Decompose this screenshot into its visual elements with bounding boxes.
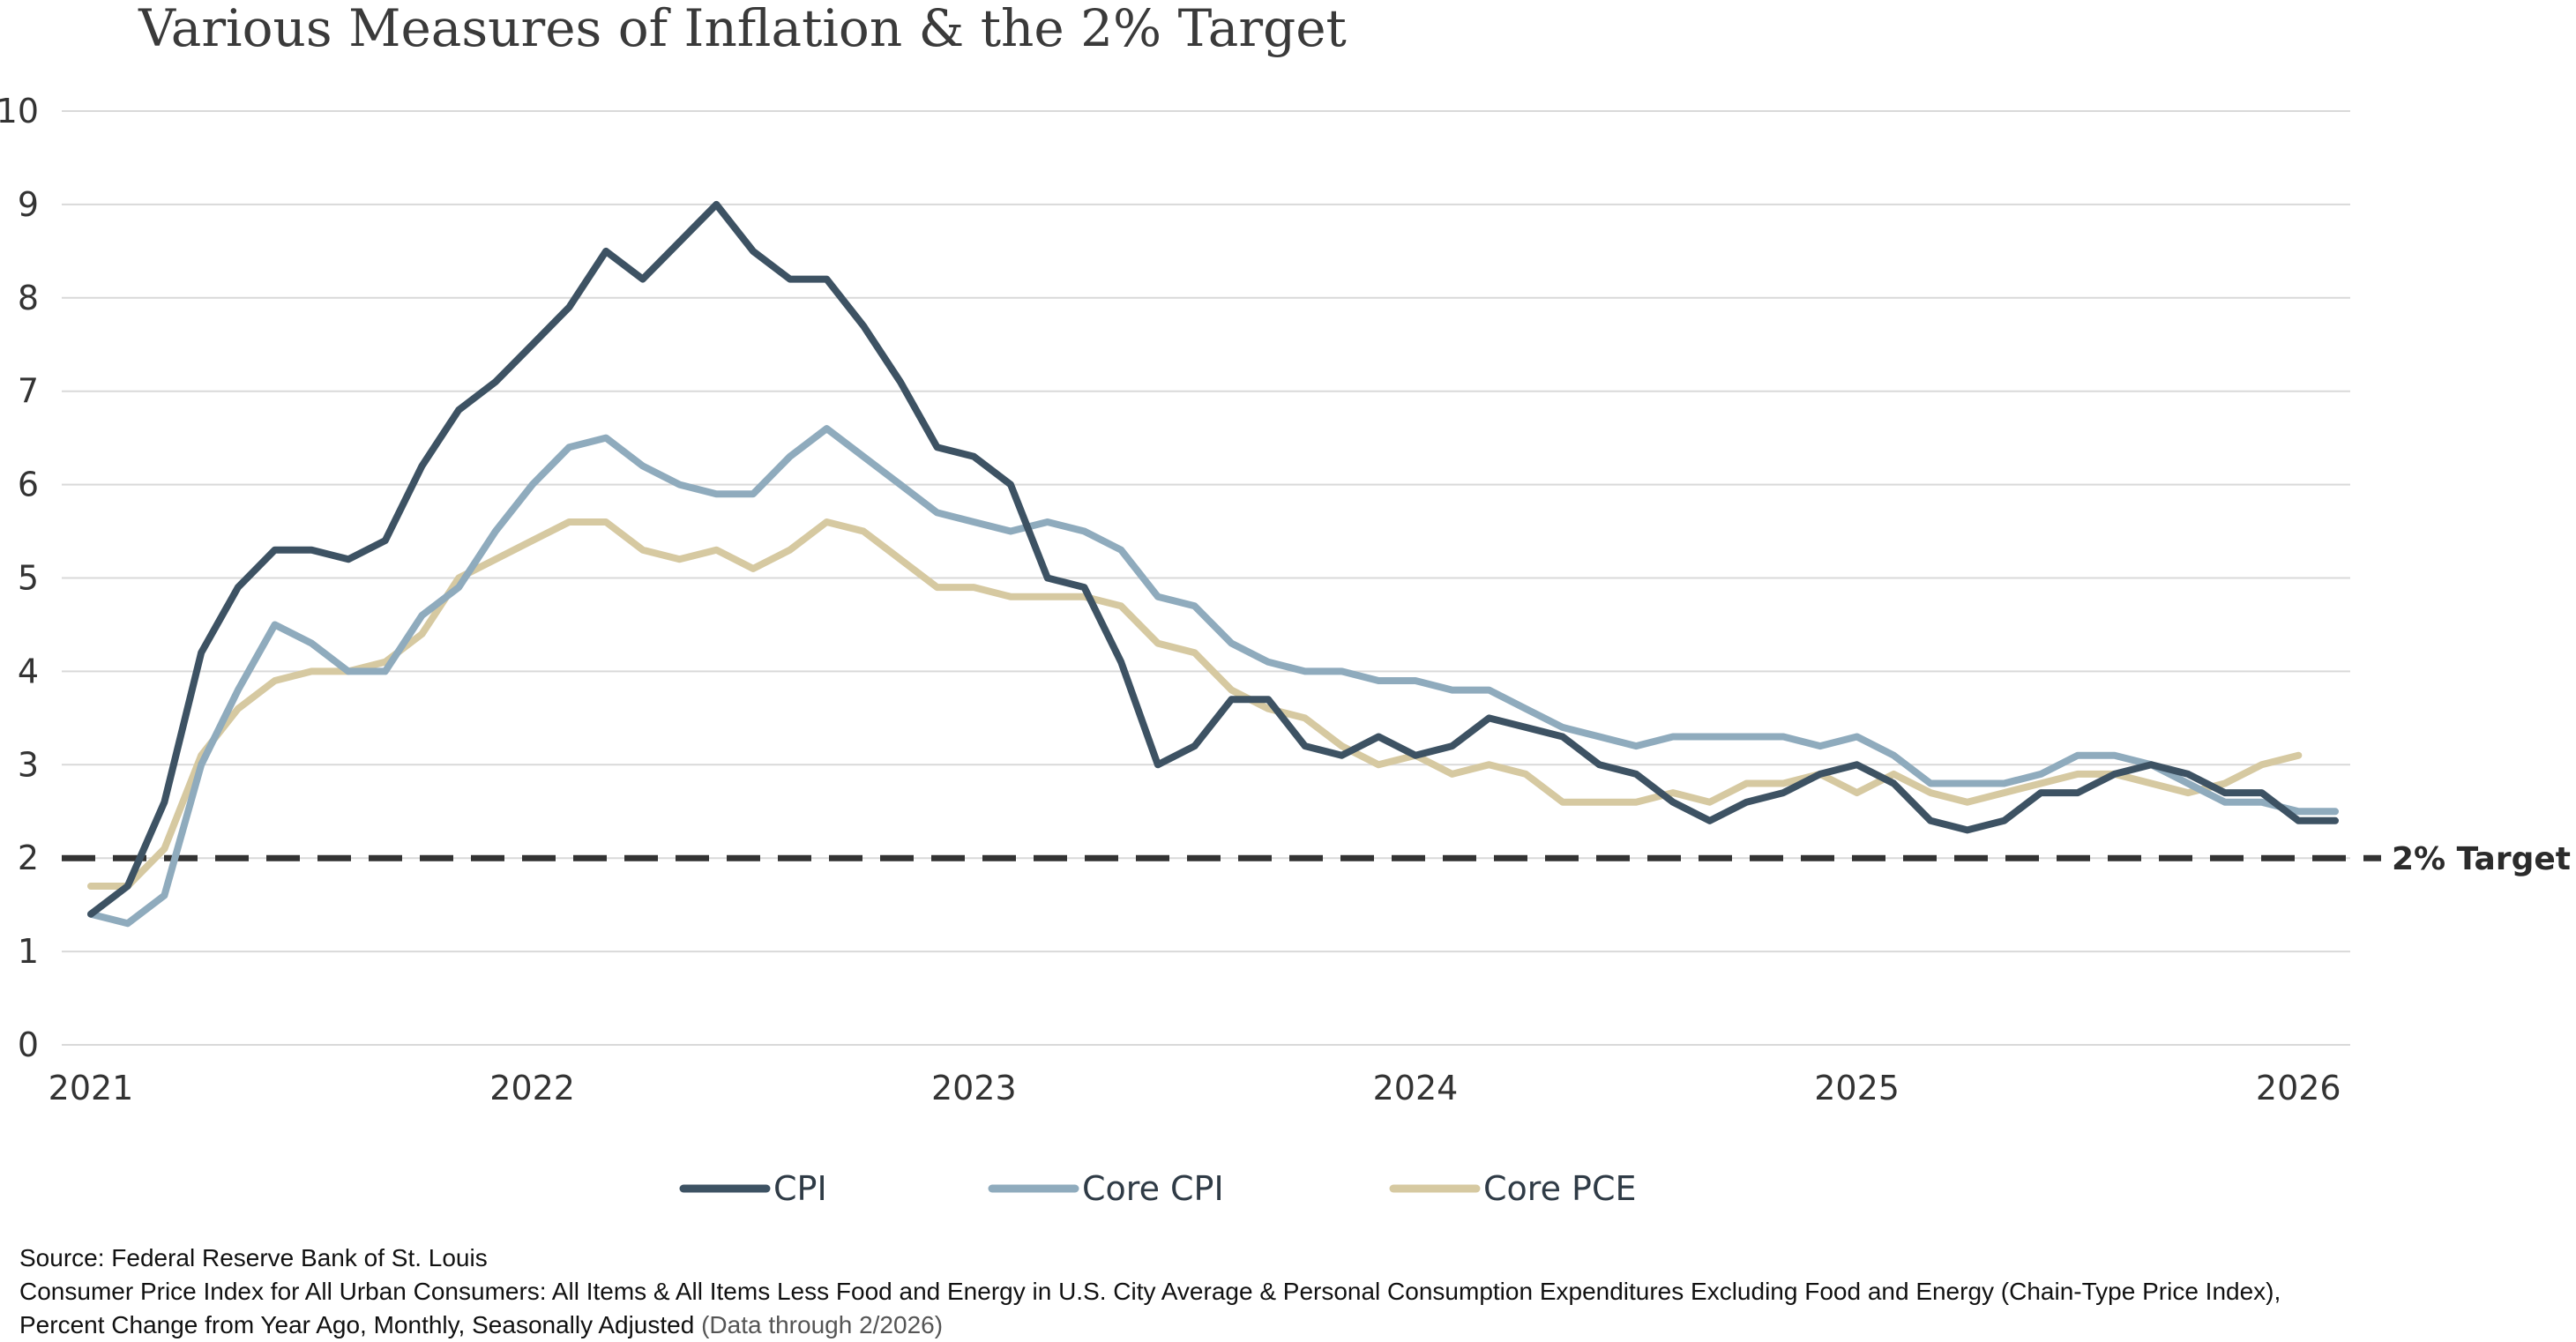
y-tick-label: 6 [18,466,39,504]
gridlines [62,110,2350,1046]
y-tick-label: 5 [18,559,39,598]
source-note: Source: Federal Reserve Bank of St. Loui… [19,1244,488,1271]
x-tick-label: 2021 [49,1069,134,1107]
x-tick-label: 2025 [1814,1069,1900,1107]
series-line-core-pce [87,518,2303,890]
description-text: Consumer Price Index for All Urban Consu… [19,1278,2281,1338]
y-tick-label: 7 [18,372,39,411]
series-description: Consumer Price Index for All Urban Consu… [19,1275,2365,1342]
y-tick-label: 10 [0,92,39,130]
series-line-cpi [87,200,2339,918]
data-through-note: (Data through 2/2026) [701,1311,944,1338]
y-tick-label: 4 [18,652,39,690]
legend-label-core-cpi: Core CPI [1082,1169,1224,1208]
y-tick-label: 2 [18,839,39,877]
series-line-core-cpi [87,425,2339,928]
legend: CPI Core CPI Core PCE [679,1169,1637,1208]
chart-footer: Source: Federal Reserve Bank of St. Loui… [19,1241,2365,1342]
y-tick-label: 1 [18,932,39,971]
legend-label-cpi: CPI [773,1169,827,1208]
y-tick-label: 9 [18,185,39,224]
y-tick-label: 0 [18,1025,39,1064]
x-tick-label: 2022 [489,1069,575,1107]
y-tick-label: 8 [18,279,39,317]
y-axis-tick-labels: 0 1 2 3 4 5 6 7 8 9 10 [0,92,39,1064]
x-tick-label: 2026 [2256,1069,2341,1107]
y-tick-label: 3 [18,745,39,784]
target-label: 2% Target [2392,841,2571,877]
target-line-group: 2% Target [62,841,2571,877]
legend-label-core-pce: Core PCE [1483,1169,1637,1208]
chart-title: Various Measures of Inflation & the 2% T… [138,0,1347,58]
series-lines [87,200,2339,928]
x-tick-label: 2023 [931,1069,1017,1107]
x-tick-label: 2024 [1373,1069,1459,1107]
x-axis-tick-labels: 2021 2022 2023 2024 2025 2026 [49,1069,2341,1107]
